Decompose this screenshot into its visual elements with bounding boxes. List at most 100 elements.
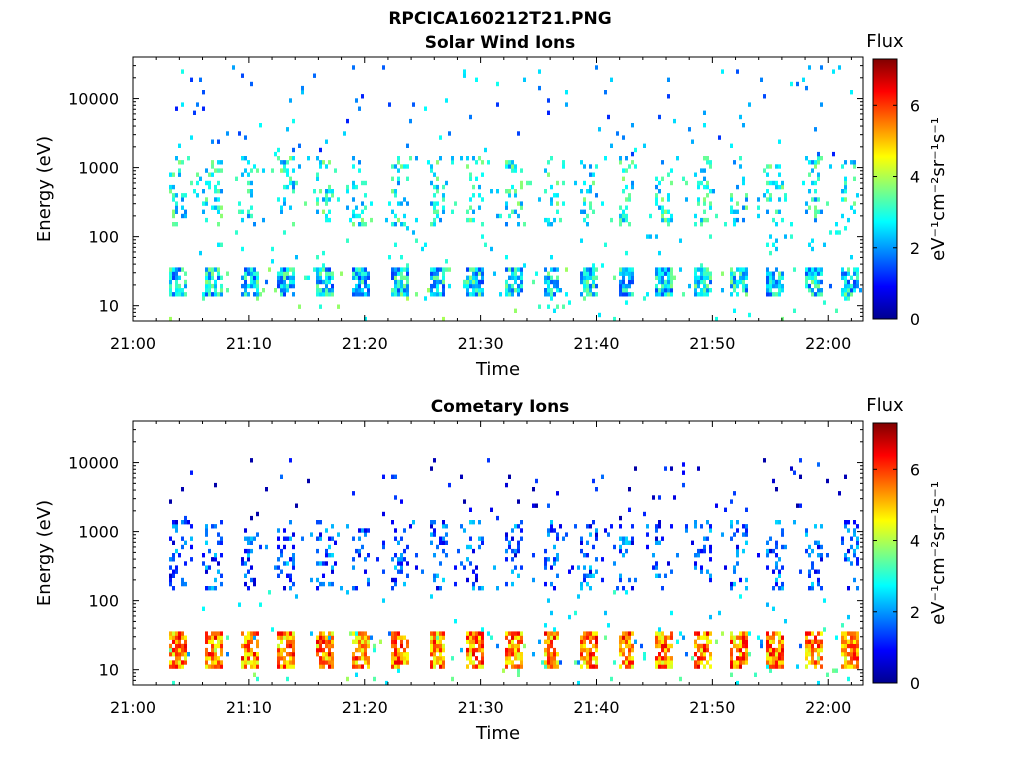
flux-cell (856, 275, 859, 280)
flux-cell (775, 647, 778, 653)
flux-cell (367, 581, 370, 587)
flux-cell (406, 656, 409, 661)
flux-cell (655, 573, 658, 578)
flux-cell (814, 283, 817, 289)
flux-cell (511, 164, 514, 169)
flux-cell (478, 205, 481, 210)
flux-cell (586, 635, 589, 640)
flux-cell (547, 279, 550, 285)
flux-cell (385, 217, 388, 223)
flux-cell (352, 267, 355, 272)
flux-cell (283, 184, 286, 190)
flux-cell (322, 209, 325, 214)
flux-cell (625, 217, 628, 223)
flux-cell (805, 528, 808, 533)
flux-cell (322, 635, 325, 640)
flux-cell (844, 197, 847, 202)
flux-cell (736, 656, 739, 661)
flux-cell (292, 271, 295, 276)
flux-cell (277, 647, 280, 653)
flux-cell (817, 631, 820, 636)
flux-cell (505, 548, 508, 554)
flux-cell (739, 114, 742, 120)
flux-cell (196, 180, 199, 186)
flux-cell (481, 222, 484, 227)
flux-cell (592, 172, 595, 177)
flux-cell (625, 664, 628, 669)
flux-cell (736, 553, 739, 558)
flux-cell (445, 98, 448, 103)
flux-cell (844, 176, 847, 181)
flux-cell (286, 631, 289, 636)
flux-cell (610, 524, 613, 529)
flux-cell (250, 548, 253, 554)
flux-cell (511, 292, 514, 297)
flux-cell (808, 553, 811, 558)
flux-cell (208, 639, 211, 644)
flux-cell (325, 528, 328, 533)
flux-cell (253, 656, 256, 661)
flux-cell (514, 631, 517, 636)
flux-cell (289, 652, 292, 657)
flux-cell (703, 217, 706, 223)
flux-cell (358, 213, 361, 219)
flux-cell (394, 222, 397, 227)
flux-cell (655, 275, 658, 280)
flux-cell (700, 569, 703, 574)
flux-cell (811, 168, 814, 173)
flux-cell (319, 520, 322, 525)
flux-cell (844, 474, 847, 479)
flux-cell (463, 279, 466, 285)
flux-cell (850, 635, 853, 640)
colorbar-tick-label: 0 (910, 674, 920, 693)
flux-cell (316, 577, 319, 583)
flux-cell (586, 189, 589, 194)
flux-cell (850, 90, 853, 95)
flux-cell (331, 565, 334, 570)
flux-cell (322, 160, 325, 165)
flux-cell (289, 656, 292, 661)
flux-cell (283, 288, 286, 293)
flux-cell (772, 635, 775, 640)
flux-cell (403, 222, 406, 227)
flux-cell (352, 656, 355, 661)
flux-cell (343, 131, 346, 136)
flux-cell (364, 532, 367, 537)
flux-cell (580, 656, 583, 661)
flux-cell (646, 544, 649, 550)
flux-cell (328, 643, 331, 649)
flux-cell (517, 267, 520, 272)
flux-cell (781, 180, 784, 186)
flux-cell (241, 656, 244, 661)
flux-cell (397, 168, 400, 173)
flux-cell (481, 586, 484, 591)
flux-cell (241, 664, 244, 669)
flux-cell (844, 184, 847, 190)
flux-cell (730, 631, 733, 636)
flux-cell (406, 639, 409, 644)
x-tick-label: 21:00 (110, 334, 156, 353)
flux-cell (628, 656, 631, 661)
flux-cell (700, 275, 703, 280)
flux-cell (694, 279, 697, 285)
flux-cell (694, 292, 697, 297)
flux-cell (847, 652, 850, 657)
flux-cell (328, 581, 331, 587)
flux-cell (775, 180, 778, 186)
flux-cell (283, 267, 286, 272)
flux-cell (715, 213, 718, 219)
flux-cell (172, 275, 175, 280)
flux-cell (289, 664, 292, 669)
flux-cell (175, 222, 178, 227)
flux-cell (316, 520, 319, 525)
flux-cell (655, 292, 658, 297)
flux-cell (628, 635, 631, 640)
flux-cell (706, 647, 709, 653)
flux-cell (559, 524, 562, 529)
flux-cell (742, 656, 745, 661)
flux-cell (694, 565, 697, 570)
flux-cell (724, 507, 727, 512)
flux-cell (406, 573, 409, 578)
flux-cell (553, 586, 556, 591)
flux-cell (667, 271, 670, 276)
